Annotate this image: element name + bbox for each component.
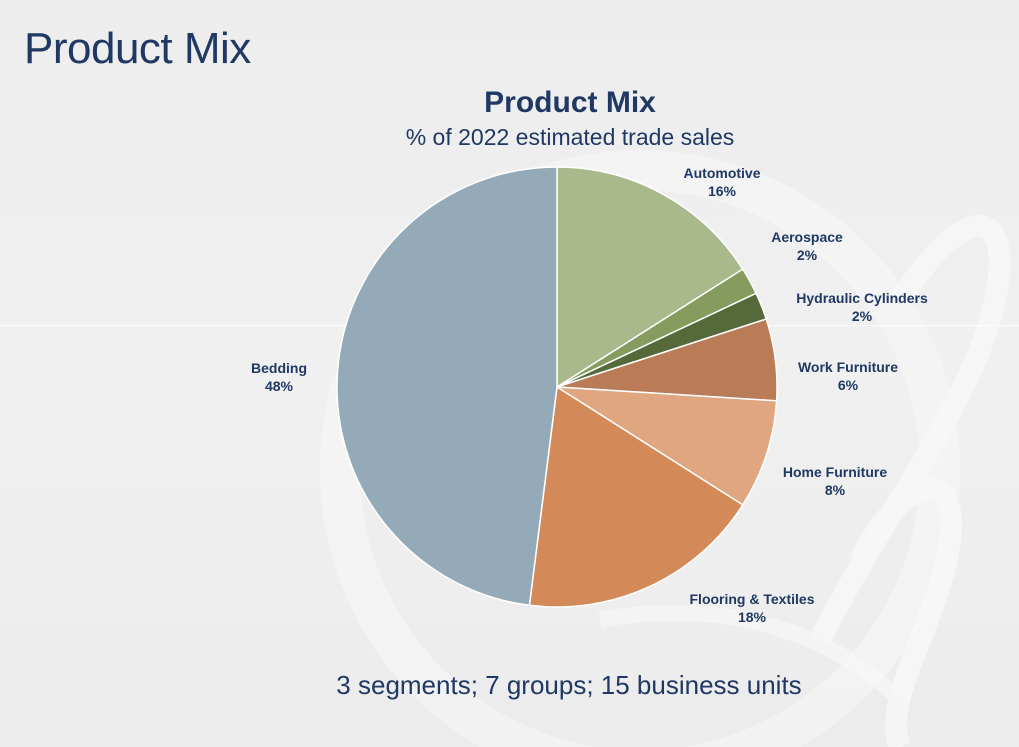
slice-label-value: 6%: [838, 377, 859, 393]
slice-label-name: Aerospace: [771, 229, 843, 245]
slice-label-value: 8%: [825, 482, 846, 498]
slide-footer: 3 segments; 7 groups; 15 business units: [336, 670, 802, 700]
slice-label-name: Hydraulic Cylinders: [796, 290, 928, 306]
chart-title: Product Mix: [484, 86, 656, 119]
slice-label-name: Automotive: [684, 165, 761, 181]
chart-subtitle: % of 2022 estimated trade sales: [405, 124, 735, 150]
pie-slice-flooring-textiles: [528, 385, 744, 608]
slice-label-value: 2%: [852, 308, 873, 324]
pie-slice-automotive: [556, 166, 744, 389]
slice-label-value: 2%: [797, 247, 818, 263]
slice-label-name: Bedding: [251, 360, 307, 376]
slice-label-name: Home Furniture: [783, 464, 887, 480]
pie-slice-bedding: [336, 166, 558, 607]
slice-label-value: 18%: [738, 609, 767, 625]
slice-label-name: Work Furniture: [798, 359, 898, 375]
slice-label-value: 16%: [708, 183, 737, 199]
slide-title: Product Mix: [24, 24, 251, 73]
slice-label-name: Flooring & Textiles: [690, 591, 815, 607]
slice-label-value: 48%: [265, 378, 294, 394]
pie-slice-home-furniture: [556, 386, 778, 506]
